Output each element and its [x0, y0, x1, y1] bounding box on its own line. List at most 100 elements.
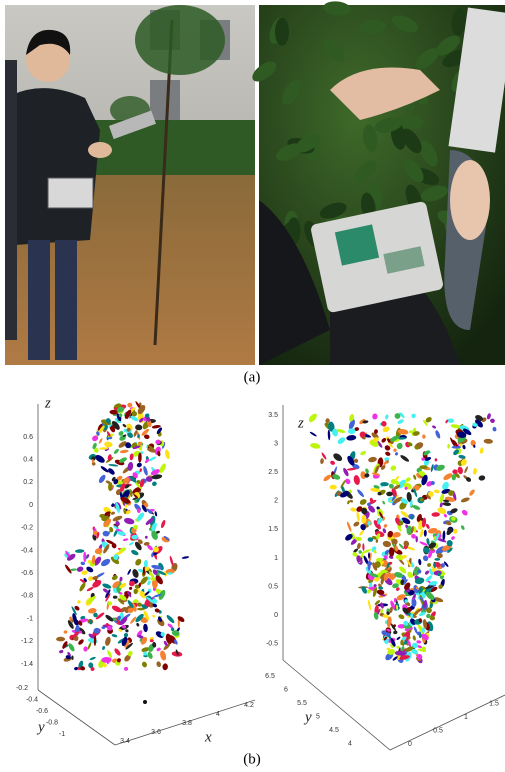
photo-left	[5, 5, 255, 365]
point	[356, 543, 361, 550]
point	[368, 456, 378, 463]
x-tick-label: 3.8	[182, 720, 192, 727]
point	[396, 636, 401, 640]
point	[486, 413, 491, 420]
point	[102, 530, 109, 536]
point	[368, 552, 370, 558]
y-tick-label: 5	[316, 713, 320, 720]
z-tick-label: -0.2	[21, 525, 33, 532]
point	[346, 521, 352, 532]
point	[360, 450, 367, 456]
point	[431, 512, 440, 517]
point	[143, 700, 147, 704]
z-tick-label: 2	[274, 498, 278, 505]
z-tick-label: 0	[274, 612, 278, 619]
x-tick-label: 4.2	[244, 702, 254, 709]
z-tick-label: 3	[274, 440, 278, 447]
point	[372, 413, 378, 419]
point	[479, 447, 484, 454]
z-tick-label: -1.2	[21, 638, 33, 645]
point	[468, 489, 476, 497]
point	[100, 557, 112, 567]
point	[56, 637, 65, 642]
point	[411, 413, 417, 419]
point	[367, 600, 372, 611]
point	[98, 474, 107, 484]
point	[169, 555, 174, 566]
point	[418, 559, 422, 566]
point	[123, 517, 135, 525]
point	[127, 569, 132, 576]
point	[399, 454, 410, 463]
point	[460, 525, 465, 531]
point	[135, 424, 143, 430]
point	[336, 436, 346, 445]
point	[158, 463, 167, 474]
y-tick-label: -0.8	[46, 719, 58, 726]
point	[382, 500, 386, 505]
point	[64, 630, 68, 633]
y-tick-label: -0.2	[16, 685, 28, 692]
point	[490, 418, 496, 423]
point	[478, 475, 485, 481]
y-axis-label: y	[303, 709, 312, 725]
point	[147, 651, 154, 660]
point	[156, 647, 161, 652]
point	[182, 556, 190, 560]
point	[362, 543, 364, 551]
point	[154, 511, 157, 517]
x-tick-label: 1	[464, 714, 468, 721]
z-tick-label: -0.4	[21, 547, 33, 554]
point	[393, 630, 398, 634]
z-axis-label: z	[297, 415, 304, 431]
point	[89, 656, 96, 661]
point	[380, 420, 387, 427]
point	[374, 577, 380, 582]
point	[453, 529, 457, 534]
point	[416, 640, 421, 644]
point	[402, 540, 410, 548]
x-tick-label: 4	[216, 711, 220, 718]
point	[136, 622, 140, 627]
point	[328, 430, 331, 441]
point	[412, 599, 417, 607]
point	[442, 502, 451, 506]
y-tick-label: 4	[348, 740, 352, 747]
y-tick-label: -1	[59, 731, 65, 738]
point	[434, 430, 441, 440]
point	[130, 549, 139, 556]
point	[385, 414, 389, 420]
point	[397, 418, 405, 424]
point	[332, 452, 344, 463]
point	[464, 466, 469, 474]
point	[353, 475, 361, 486]
point	[134, 558, 143, 567]
point	[346, 435, 357, 442]
point	[457, 466, 464, 474]
z-tick-label: 1	[274, 555, 278, 562]
point	[384, 457, 390, 461]
y-tick-label: 6.5	[265, 673, 275, 680]
panel-label: (b)	[243, 751, 261, 767]
point	[322, 474, 332, 483]
point	[385, 451, 392, 457]
point	[146, 580, 151, 586]
point	[353, 521, 361, 528]
point	[330, 485, 337, 490]
y-tick-label: -0.4	[26, 696, 38, 703]
point	[492, 427, 497, 432]
z-tick-label: -0.5	[266, 641, 278, 648]
point-cloud	[56, 401, 189, 672]
point	[422, 555, 429, 562]
point	[113, 448, 120, 455]
y-axis	[38, 690, 115, 745]
point	[349, 500, 353, 503]
point	[101, 657, 111, 663]
point	[113, 647, 122, 656]
x-tick-label: 0.5	[433, 727, 443, 734]
point	[151, 481, 158, 487]
leaf	[275, 18, 289, 46]
point	[424, 530, 427, 537]
point	[424, 570, 430, 576]
z-tick-label: 0.6	[23, 434, 33, 441]
